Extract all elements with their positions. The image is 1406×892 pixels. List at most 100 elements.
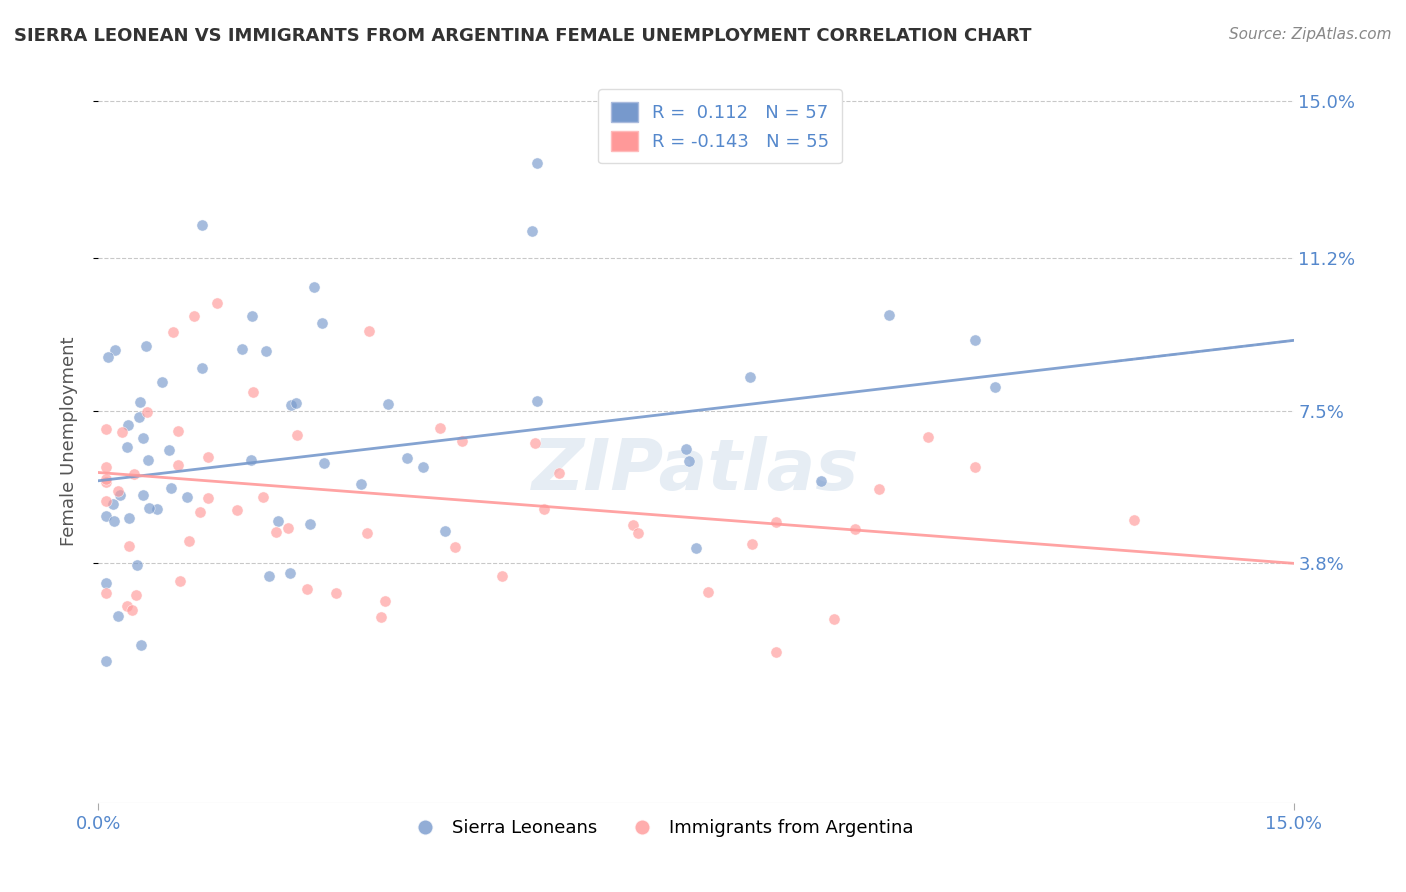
Point [257, 569, 280, 583]
Point [377, 397, 399, 411]
Point [166, 458, 188, 472]
Point [823, 611, 845, 625]
Point [231, 342, 253, 356]
Point [240, 309, 263, 323]
Point [96, 471, 118, 485]
Point [96, 460, 118, 475]
Point [128, 409, 150, 424]
Point [697, 585, 720, 599]
Point [118, 539, 141, 553]
Point [356, 526, 378, 541]
Point [118, 511, 141, 525]
Point [157, 442, 180, 457]
Point [183, 309, 205, 323]
Point [136, 452, 159, 467]
Point [226, 503, 249, 517]
Point [125, 558, 148, 572]
Point [191, 360, 214, 375]
Point [131, 431, 153, 445]
Point [169, 574, 191, 589]
Point [396, 451, 419, 466]
Point [135, 339, 157, 353]
Point [101, 497, 124, 511]
Point [190, 504, 212, 518]
Point [533, 501, 555, 516]
Point [128, 395, 150, 409]
Point [277, 521, 299, 535]
Point [917, 430, 939, 444]
Point [359, 324, 381, 338]
Point [412, 460, 434, 475]
Point [96, 422, 118, 436]
Point [280, 398, 302, 412]
Point [963, 460, 986, 475]
Point [621, 518, 644, 533]
Point [104, 343, 127, 358]
Point [96, 350, 118, 364]
Text: Source: ZipAtlas.com: Source: ZipAtlas.com [1229, 27, 1392, 42]
Point [450, 434, 472, 448]
Point [138, 500, 160, 515]
Point [765, 515, 787, 529]
Point [176, 490, 198, 504]
Point [167, 424, 190, 438]
Point [526, 393, 548, 408]
Point [963, 333, 986, 347]
Point [879, 308, 901, 322]
Point [252, 490, 274, 504]
Point [117, 418, 139, 433]
Point [984, 379, 1007, 393]
Point [267, 514, 290, 528]
Point [1123, 513, 1146, 527]
Point [96, 493, 118, 508]
Point [197, 491, 219, 505]
Point [298, 517, 321, 532]
Point [179, 534, 201, 549]
Point [844, 522, 866, 536]
Point [349, 477, 371, 491]
Point [370, 610, 392, 624]
Point [132, 488, 155, 502]
Point [146, 501, 169, 516]
Y-axis label: Female Unemployment: Female Unemployment [59, 337, 77, 546]
Point [197, 450, 219, 465]
Point [741, 537, 763, 551]
Point [107, 484, 129, 499]
Point [111, 425, 134, 440]
Point [627, 526, 650, 541]
Point [297, 582, 319, 596]
Point [96, 575, 118, 590]
Point [96, 654, 118, 668]
Point [526, 156, 548, 170]
Point [122, 467, 145, 481]
Point [547, 467, 569, 481]
Point [96, 508, 118, 523]
Point [285, 396, 308, 410]
Point [685, 541, 707, 556]
Point [107, 609, 129, 624]
Point [675, 442, 697, 457]
Point [444, 541, 467, 555]
Point [374, 593, 396, 607]
Point [868, 482, 890, 496]
Point [429, 420, 451, 434]
Text: SIERRA LEONEAN VS IMMIGRANTS FROM ARGENTINA FEMALE UNEMPLOYMENT CORRELATION CHAR: SIERRA LEONEAN VS IMMIGRANTS FROM ARGENT… [14, 27, 1032, 45]
Point [124, 588, 146, 602]
Point [278, 566, 301, 580]
Point [254, 343, 277, 358]
Point [242, 385, 264, 400]
Point [287, 428, 309, 442]
Point [740, 369, 762, 384]
Point [150, 375, 173, 389]
Point [191, 218, 214, 232]
Point [266, 525, 288, 540]
Point [96, 586, 118, 600]
Point [207, 295, 229, 310]
Point [520, 224, 543, 238]
Point [162, 325, 184, 339]
Point [96, 475, 118, 489]
Point [311, 316, 333, 330]
Legend: Sierra Leoneans, Immigrants from Argentina: Sierra Leoneans, Immigrants from Argenti… [399, 812, 921, 845]
Text: ZIPatlas: ZIPatlas [533, 436, 859, 505]
Point [765, 645, 787, 659]
